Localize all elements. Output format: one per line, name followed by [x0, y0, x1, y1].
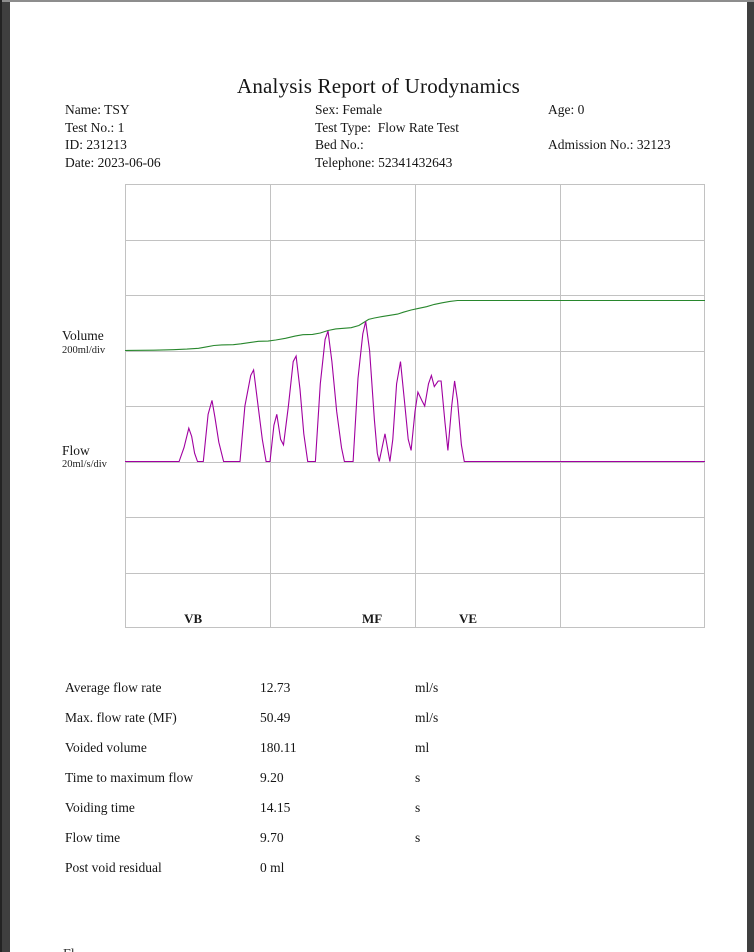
result-unit: s: [415, 770, 421, 785]
patient-sex: Sex: Female: [315, 102, 383, 117]
table-row: Voided volume 180.11 ml: [65, 738, 685, 768]
result-value: 12.73: [260, 680, 291, 695]
window-left-edge: [0, 0, 2, 952]
patient-id: ID: 231213: [65, 137, 127, 153]
result-unit: s: [415, 830, 421, 845]
flow-curve: [125, 321, 705, 463]
volume-axis-scale: 200ml/div: [62, 345, 106, 356]
bed-no: Bed No.:: [315, 137, 364, 153]
results-table: Average flow rate 12.73 ml/s Max. flow rat…: [65, 678, 685, 888]
patient-age: Age: 0: [548, 102, 585, 117]
result-label: Time to maximum flow: [65, 770, 194, 785]
result-label: Flow time: [65, 830, 121, 845]
flow-axis-label: Flow: [62, 443, 90, 458]
table-row: Max. flow rate (MF) 50.49 ml/s: [65, 708, 685, 738]
window-top-edge: [0, 0, 754, 2]
result-unit: s: [415, 800, 421, 815]
admission-no: Admission No.: 32123: [548, 137, 671, 153]
table-row: Voiding time 14.15 s: [65, 798, 685, 828]
clipped-bottom-text: Fl: [63, 947, 263, 952]
patient-info-column-2: Sex: Female Test Type: Flow Rate Test Be…: [315, 101, 459, 171]
result-value: 50.49: [260, 710, 291, 725]
report-page: Analysis Report of Urodynamics Name: TSY…: [10, 2, 747, 952]
page-title: Analysis Report of Urodynamics: [236, 74, 521, 99]
result-unit: ml/s: [415, 680, 439, 695]
flow-axis-scale: 20ml/s/div: [62, 459, 107, 470]
marker-ve: VE: [459, 611, 477, 626]
test-date: Date: 2023-06-06: [65, 154, 161, 170]
result-value: 180.11: [260, 740, 297, 755]
result-label: Voided volume: [65, 740, 147, 755]
table-row: Flow time 9.70 s: [65, 828, 685, 858]
table-row: Time to maximum flow 9.20 s: [65, 768, 685, 798]
result-value: 14.15: [260, 800, 291, 815]
marker-mf: MF: [362, 611, 382, 626]
table-row: Average flow rate 12.73 ml/s: [65, 678, 685, 708]
result-label: Max. flow rate (MF): [65, 710, 177, 725]
result-value: 9.20: [260, 770, 284, 785]
telephone: Telephone: 52341432643: [315, 154, 453, 170]
marker-vb: VB: [184, 611, 202, 626]
volume-axis-label: Volume: [62, 328, 104, 343]
result-unit: ml: [415, 740, 430, 755]
result-label: Post void residual: [65, 860, 162, 875]
patient-info-column-1: Name: TSY Test No.: 1 ID: 231213 Date: 2…: [65, 101, 161, 171]
result-value: 0 ml: [260, 860, 285, 875]
result-label: Voiding time: [65, 800, 135, 815]
test-no: Test No.: 1: [65, 119, 125, 135]
volume-curve: [125, 299, 705, 352]
uroflowmetry-chart: VB MF VE: [125, 184, 705, 628]
uroflowmetry-chart-canvas: VB MF VE: [125, 184, 705, 628]
info-spacer-2: [548, 154, 671, 172]
table-row: Post void residual 0 ml: [65, 858, 685, 888]
info-spacer-1: [548, 119, 671, 137]
patient-name: Name: TSY: [65, 102, 130, 117]
patient-info-column-3: Age: 0 Admission No.: 32123: [548, 101, 671, 171]
result-value: 9.70: [260, 830, 284, 845]
result-label: Average flow rate: [65, 680, 162, 695]
result-unit: ml/s: [415, 710, 439, 725]
test-type: Test Type: Flow Rate Test: [315, 119, 460, 135]
